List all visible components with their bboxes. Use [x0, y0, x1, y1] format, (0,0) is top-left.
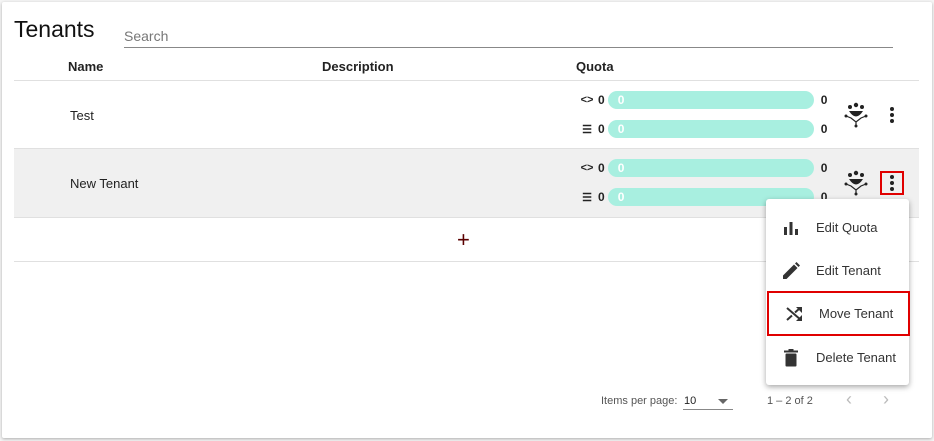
quota-bar: 0: [607, 91, 814, 109]
column-header-name[interactable]: Name: [68, 59, 104, 74]
previous-page-button[interactable]: ‹: [846, 389, 852, 409]
column-header-description[interactable]: Description: [322, 59, 394, 74]
tenant-name: Test: [70, 108, 94, 123]
search-input[interactable]: [124, 24, 893, 48]
quota-bar: 0: [607, 120, 814, 138]
menu-item-edit-quota[interactable]: Edit Quota: [766, 206, 909, 249]
trash-icon: [766, 348, 816, 367]
quota-cpu: <> 0 0 0: [580, 91, 828, 109]
divider: [14, 148, 919, 149]
storage-list-icon: ☰: [582, 191, 592, 204]
items-per-page-label: Items per page:: [601, 395, 678, 407]
tenant-name: New Tenant: [70, 176, 139, 191]
menu-item-edit-tenant[interactable]: Edit Tenant: [766, 249, 909, 292]
divider: [14, 80, 919, 81]
storage-list-icon: ☰: [582, 123, 592, 136]
table-row[interactable]: Test <> 0 0 0 ☰ 0 0 0: [14, 81, 919, 149]
pencil-icon: [766, 261, 816, 280]
code-icon: <>: [580, 162, 594, 174]
quota-bar: 0: [607, 188, 814, 206]
network-tenant-icon[interactable]: [844, 170, 868, 196]
code-icon: <>: [580, 94, 594, 106]
divider: [14, 217, 919, 218]
menu-item-move-tenant[interactable]: Move Tenant: [767, 291, 910, 336]
chevron-down-icon: [718, 399, 728, 404]
quota-cpu: <> 0 0 0: [580, 159, 828, 177]
network-tenant-icon[interactable]: [844, 102, 868, 128]
tenant-context-menu: Edit Quota Edit Tenant Move Tenant Delet…: [766, 199, 910, 385]
next-page-button[interactable]: ›: [883, 389, 889, 409]
quota-storage: ☰ 0 0 0: [579, 120, 827, 138]
divider: [14, 261, 919, 262]
page-title: Tenants: [14, 16, 95, 42]
more-options-button[interactable]: [880, 171, 904, 195]
shuffle-icon: [769, 306, 819, 322]
bar-chart-icon: [766, 220, 816, 236]
add-tenant-button[interactable]: +: [457, 227, 470, 252]
quota-bar: 0: [607, 159, 814, 177]
menu-item-delete-tenant[interactable]: Delete Tenant: [766, 336, 909, 379]
quota-storage: ☰ 0 0 0: [579, 188, 827, 206]
column-header-quota[interactable]: Quota: [576, 59, 614, 74]
page-range: 1 – 2 of 2: [767, 395, 813, 407]
page-size-select[interactable]: 10: [683, 390, 733, 410]
more-options-button[interactable]: [880, 103, 904, 127]
